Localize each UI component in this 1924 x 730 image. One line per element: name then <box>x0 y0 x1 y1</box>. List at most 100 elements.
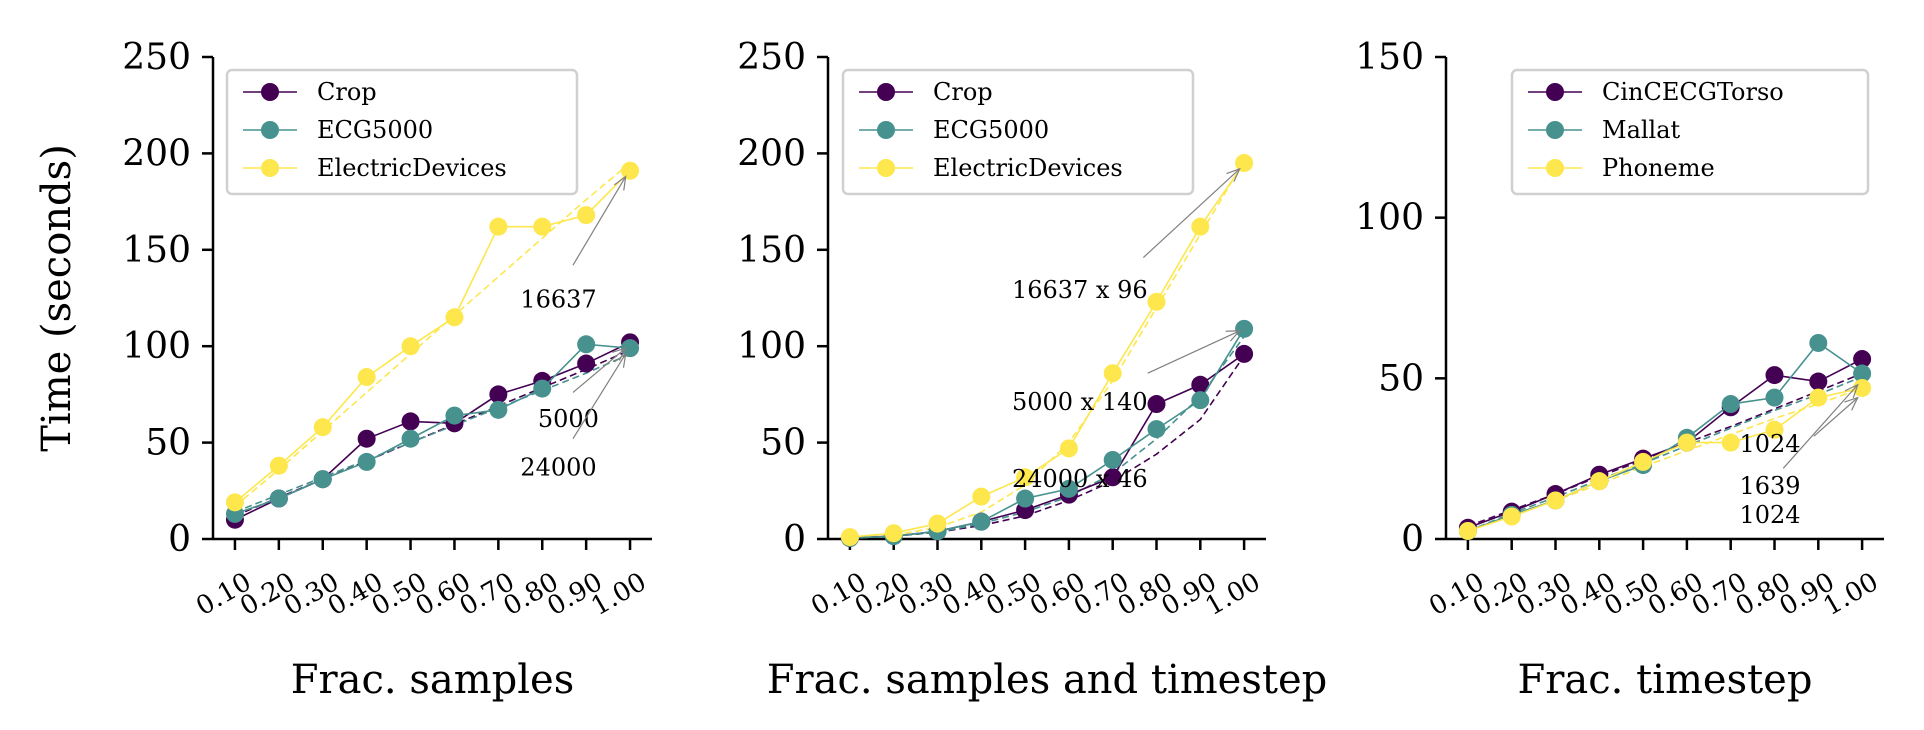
data-point-1-8 <box>1191 391 1210 410</box>
data-point-2-4 <box>1634 452 1653 471</box>
annotation-arrow-line <box>1813 397 1859 437</box>
data-point-1-4 <box>401 429 420 448</box>
legend-label-0: CinCECGTorso <box>1602 78 1784 106</box>
trend-line-1 <box>849 336 1245 540</box>
data-point-2-5 <box>1059 439 1078 458</box>
y-tick-label: 100 <box>1355 198 1424 239</box>
x-axis-title: Frac. samples <box>291 657 574 703</box>
y-tick-label: 0 <box>1401 519 1424 560</box>
legend-frame <box>1510 68 1870 196</box>
data-point-2-7 <box>533 217 552 236</box>
legend-marker-0 <box>261 83 279 101</box>
trend-line-0 <box>849 355 1245 540</box>
data-point-2-2 <box>928 514 947 533</box>
data-point-1-9 <box>1853 364 1872 383</box>
y-tick-label: 50 <box>760 423 806 464</box>
y-tick-label: 250 <box>737 37 806 78</box>
data-point-1-9 <box>1235 319 1254 338</box>
data-point-2-6 <box>1721 433 1740 452</box>
data-point-2-7 <box>1147 292 1166 311</box>
y-tick-label: 200 <box>122 133 191 174</box>
data-point-1-3 <box>972 512 991 531</box>
data-point-1-7 <box>1147 420 1166 439</box>
y-tick-label: 0 <box>783 519 806 560</box>
y-tick-label: 50 <box>145 423 191 464</box>
legend-marker-2 <box>877 159 895 177</box>
chart-panel-frac-samples-and-timestep: 0501001502002500.100.200.300.400.500.600… <box>737 37 1327 703</box>
x-axis-title: Frac. samples and timestep <box>767 657 1327 703</box>
annotation-label: 1024 <box>1739 501 1800 529</box>
annotation-arrow-head <box>1844 396 1859 411</box>
data-point-0-7 <box>1147 395 1166 414</box>
data-point-2-6 <box>489 217 508 236</box>
legend-marker-2 <box>261 159 279 177</box>
chart-panel-frac-samples: 0501001502002500.100.200.300.400.500.600… <box>34 37 652 703</box>
data-point-2-1 <box>269 456 288 475</box>
data-point-2-2 <box>1546 491 1565 510</box>
annotation-label: 1639 <box>1739 472 1800 500</box>
data-point-1-8 <box>577 335 596 354</box>
annotation-arrow-line <box>1147 330 1240 374</box>
series-line-2 <box>1467 387 1863 532</box>
legend: Crop ECG5000 ElectricDevices <box>225 68 579 196</box>
data-point-1-5 <box>445 406 464 425</box>
data-point-1-1 <box>269 489 288 508</box>
data-point-2-1 <box>884 524 903 543</box>
y-tick-label: 100 <box>122 326 191 367</box>
legend-label-2: ElectricDevices <box>933 154 1123 182</box>
series-line-1 <box>1467 341 1863 532</box>
data-point-2-9 <box>1235 154 1254 173</box>
data-point-0-9 <box>1853 350 1872 369</box>
data-point-1-6 <box>1103 450 1122 469</box>
chart-panel-frac-timestep: 0501001500.100.200.300.400.500.600.700.8… <box>1355 37 1884 703</box>
data-point-2-1 <box>1502 507 1521 526</box>
data-point-0-8 <box>1809 372 1828 391</box>
legend-frame <box>841 68 1195 196</box>
trend-line-1 <box>234 353 631 513</box>
legend-label-2: ElectricDevices <box>317 154 507 182</box>
legend-marker-0 <box>1546 83 1564 101</box>
annotation-label: 16637 x 96 <box>1012 276 1148 304</box>
y-tick-label: 250 <box>122 37 191 78</box>
data-point-1-9 <box>621 339 640 358</box>
annotation-label: 16637 <box>520 286 596 314</box>
y-tick-label: 150 <box>737 230 806 271</box>
annotation-arrow-head <box>1844 383 1859 399</box>
data-point-2-5 <box>445 308 464 327</box>
data-point-2-3 <box>357 368 376 387</box>
series-line-1 <box>234 343 631 515</box>
data-point-2-3 <box>1590 472 1609 491</box>
y-tick-label: 150 <box>122 230 191 271</box>
data-point-0-6 <box>1103 468 1122 487</box>
annotation-arrow-line <box>1142 168 1241 258</box>
annotation-arrow-line <box>572 347 627 393</box>
data-point-2-3 <box>972 487 991 506</box>
x-axis-title: Frac. timestep <box>1518 657 1813 703</box>
data-point-2-0 <box>225 493 244 512</box>
annotation-arrow-head <box>1226 167 1241 182</box>
data-point-2-0 <box>840 528 859 547</box>
legend-marker-1 <box>261 121 279 139</box>
data-point-1-3 <box>357 452 376 471</box>
series-line-2 <box>234 170 631 503</box>
legend-marker-1 <box>877 121 895 139</box>
legend: Crop ECG5000 ElectricDevices <box>841 68 1195 196</box>
data-point-0-7 <box>1765 366 1784 385</box>
data-point-1-4 <box>1016 489 1035 508</box>
legend-label-1: Mallat <box>1602 116 1681 144</box>
legend-marker-1 <box>1546 121 1564 139</box>
trend-line-2 <box>849 160 1245 539</box>
y-tick-label: 0 <box>168 519 191 560</box>
annotation-arrow-line <box>572 176 627 266</box>
data-point-1-7 <box>533 379 552 398</box>
y-tick-label: 200 <box>737 133 806 174</box>
series-line-2 <box>849 162 1245 538</box>
data-point-2-6 <box>1103 364 1122 383</box>
y-tick-label: 100 <box>737 326 806 367</box>
data-point-2-9 <box>1853 378 1872 397</box>
data-point-1-5 <box>1059 479 1078 498</box>
trend-line-1 <box>1467 375 1863 532</box>
legend-marker-2 <box>1546 159 1564 177</box>
legend: CinCECGTorso Mallat Phoneme <box>1510 68 1870 196</box>
